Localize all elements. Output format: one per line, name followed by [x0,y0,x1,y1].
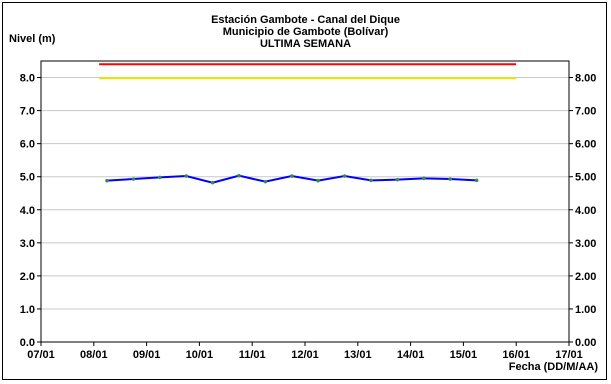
data-point-13 [448,177,453,181]
data-point-8 [316,178,321,183]
data-point-4 [210,180,215,185]
chart-title: Estación Gambote - Canal del Dique [211,14,400,26]
x-tick-label-8: 15/01 [450,349,478,361]
y-tick-label-left-2: 2.0 [20,271,35,283]
data-point-2 [158,175,162,180]
x-tick-label-2: 09/01 [133,349,161,361]
y-tick-label-left-0: 0.0 [20,337,35,349]
y-tick-label-left-5: 5.0 [20,172,35,184]
data-point-14 [474,178,479,183]
y-tick-label-right-1: 1.00 [575,304,596,316]
y-tick-label-right-5: 5.00 [575,172,596,184]
data-point-6 [263,179,268,184]
x-tick-label-10: 17/01 [555,349,583,361]
y-tick-label-left-4: 4.0 [20,205,35,217]
y-tick-label-right-2: 2.00 [575,271,596,283]
x-axis-label: Fecha (DD/M/AA) [508,361,598,373]
y-tick-label-right-7: 7.00 [575,106,596,118]
data-point-0 [105,178,109,183]
chart-subtitle-2: ULTIMA SEMANA [259,38,352,50]
y-tick-label-left-8: 8.0 [20,73,35,85]
x-tick-label-6: 13/01 [344,349,372,361]
x-tick-label-4: 11/01 [239,349,266,361]
x-tick-label-7: 14/01 [397,349,425,361]
y-tick-label-right-8: 8.00 [575,73,596,85]
data-point-3 [184,174,188,178]
y-axis-label: Nivel (m) [9,33,56,45]
y-tick-label-left-3: 3.0 [20,238,35,250]
y-tick-label-right-3: 3.00 [575,238,596,250]
data-point-9 [342,174,347,178]
chart-subtitle: Municipio de Gambote (Bolívar) [222,26,389,38]
data-point-5 [237,173,241,178]
plot-area [40,60,570,343]
x-tick-label-5: 12/01 [291,349,319,361]
data-point-1 [131,177,136,181]
y-tick-label-left-6: 6.0 [20,139,35,151]
x-tick-label-3: 10/01 [186,349,214,361]
data-point-7 [290,174,294,178]
y-tick-label-right-4: 4.00 [575,205,596,217]
x-tick-label-9: 16/01 [502,349,530,361]
y-tick-label-right-6: 6.00 [575,139,596,151]
y-tick-label-left-7: 7.0 [20,106,35,118]
y-tick-label-right-0: 0.00 [575,337,596,349]
x-tick-label-0: 07/01 [27,349,55,361]
y-tick-label-left-1: 1.0 [20,304,35,316]
data-point-10 [369,178,373,183]
data-point-11 [395,177,400,182]
x-tick-label-1: 08/01 [80,349,108,361]
data-point-12 [422,176,426,181]
